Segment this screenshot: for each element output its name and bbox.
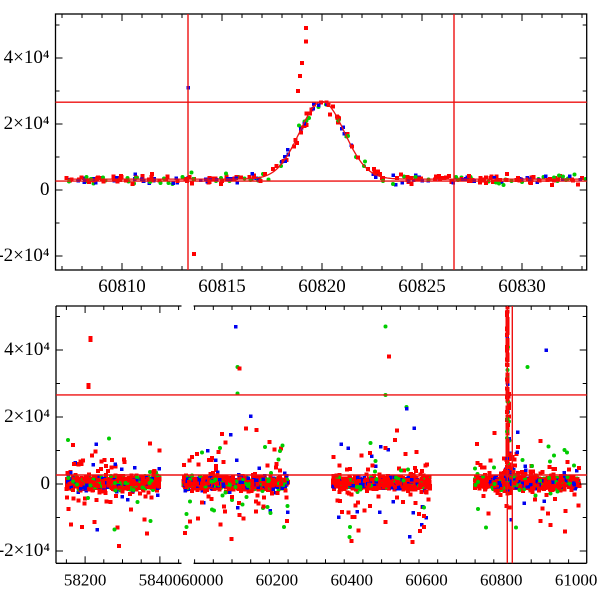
svg-text:58200: 58200 <box>64 570 107 589</box>
svg-text:60810: 60810 <box>98 276 146 297</box>
svg-text:60830: 60830 <box>498 276 546 297</box>
svg-text:60825: 60825 <box>398 276 446 297</box>
svg-text:4×10⁴: 4×10⁴ <box>4 47 50 68</box>
svg-text:0: 0 <box>40 179 50 200</box>
svg-text:60820: 60820 <box>298 276 346 297</box>
svg-text:58400: 58400 <box>139 570 182 589</box>
svg-text:60815: 60815 <box>198 276 246 297</box>
svg-text:-2×10⁴: -2×10⁴ <box>0 245 50 266</box>
svg-text:2×10⁴: 2×10⁴ <box>4 113 50 134</box>
